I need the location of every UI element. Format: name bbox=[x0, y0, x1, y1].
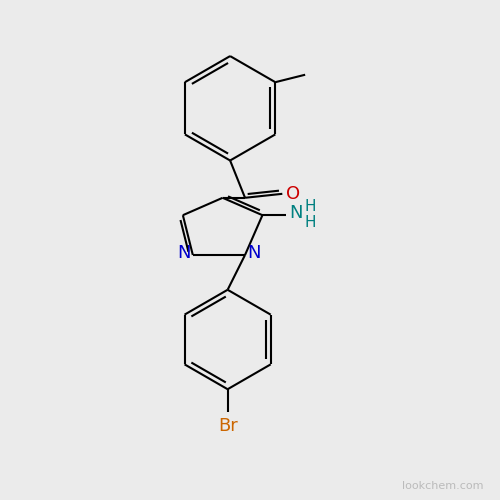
Text: O: O bbox=[286, 185, 300, 203]
Text: H: H bbox=[304, 215, 316, 230]
Text: N: N bbox=[289, 204, 302, 222]
Text: Br: Br bbox=[218, 416, 238, 434]
Text: lookchem.com: lookchem.com bbox=[402, 481, 483, 491]
Text: H: H bbox=[304, 198, 316, 214]
Text: N: N bbox=[248, 244, 261, 262]
Text: N: N bbox=[177, 244, 190, 262]
